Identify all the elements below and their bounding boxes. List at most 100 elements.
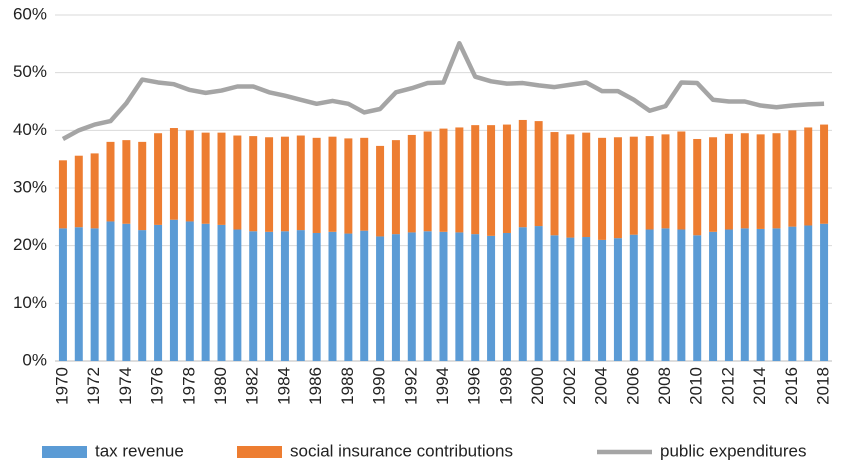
legend-label: social insurance contributions	[290, 441, 513, 460]
y-tick-label: 20%	[13, 235, 47, 254]
bar	[106, 221, 115, 361]
bar	[312, 232, 321, 361]
bar	[376, 236, 385, 361]
x-tick-label: 1976	[148, 367, 167, 405]
x-tick-label: 2018	[814, 367, 833, 405]
bar	[772, 228, 781, 361]
x-tick-label: 2010	[687, 367, 706, 405]
bar	[820, 223, 829, 361]
x-tick-label: 1980	[211, 367, 230, 405]
y-tick-label: 40%	[13, 120, 47, 139]
bar	[709, 137, 718, 232]
bar	[582, 132, 591, 238]
bar	[820, 124, 829, 224]
bar	[138, 230, 147, 361]
bar	[487, 235, 496, 361]
y-tick-label: 60%	[13, 4, 47, 23]
bar	[360, 137, 369, 231]
bar	[423, 131, 432, 232]
legend-swatch	[42, 446, 87, 458]
bar	[169, 128, 178, 220]
x-tick-label: 1988	[338, 367, 357, 405]
x-tick-label: 2004	[592, 367, 611, 405]
bar	[566, 134, 575, 238]
x-tick-label: 1986	[306, 367, 325, 405]
y-tick-label: 50%	[13, 62, 47, 81]
bar	[613, 137, 622, 239]
bar	[217, 224, 226, 361]
x-tick-label: 2006	[623, 367, 642, 405]
x-tick-label: 1970	[52, 367, 71, 405]
bar	[677, 229, 686, 361]
bar	[74, 155, 83, 228]
bar	[122, 140, 131, 224]
bar	[471, 234, 480, 361]
bar	[169, 219, 178, 361]
bar	[185, 221, 194, 361]
bar	[645, 136, 654, 230]
x-tick-label: 1972	[84, 367, 103, 405]
x-tick-label: 1974	[116, 367, 135, 405]
bar	[804, 127, 813, 226]
y-tick-label: 30%	[13, 177, 47, 196]
bar	[58, 228, 67, 361]
bar	[709, 231, 718, 361]
legend-swatch	[237, 446, 282, 458]
x-tick-label: 1996	[465, 367, 484, 405]
bar	[344, 233, 353, 361]
bar	[58, 160, 67, 229]
bar	[233, 135, 242, 230]
bar	[265, 137, 274, 232]
x-tick-label: 2000	[528, 367, 547, 405]
x-tick-label: 2002	[560, 367, 579, 405]
bar	[138, 141, 147, 231]
bar	[201, 132, 210, 224]
bar	[724, 133, 733, 230]
bar	[677, 131, 686, 230]
bar	[296, 230, 305, 361]
bar	[90, 228, 99, 361]
bar	[598, 239, 607, 361]
bar	[455, 127, 464, 233]
bar	[439, 128, 448, 232]
bar	[804, 225, 813, 361]
bar	[423, 231, 432, 361]
bar	[502, 124, 511, 233]
bar	[280, 136, 289, 232]
x-tick-label: 1998	[496, 367, 515, 405]
x-tick-label: 2012	[718, 367, 737, 405]
bar	[249, 231, 258, 361]
bar	[407, 232, 416, 361]
bar	[740, 133, 749, 229]
x-tick-label: 2016	[782, 367, 801, 405]
bar	[518, 227, 527, 361]
bar	[217, 132, 226, 225]
bar	[90, 153, 99, 229]
x-tick-label: 2008	[655, 367, 674, 405]
bar	[518, 119, 527, 228]
bar	[756, 134, 765, 229]
bar	[154, 224, 163, 361]
bar	[154, 133, 163, 225]
x-tick-label: 1978	[179, 367, 198, 405]
bar	[74, 227, 83, 361]
bar	[312, 137, 321, 233]
bar	[265, 231, 274, 361]
line	[61, 41, 825, 141]
bar	[360, 230, 369, 361]
bar	[598, 137, 607, 240]
bar	[344, 138, 353, 234]
bar	[376, 145, 385, 237]
bar	[249, 136, 258, 232]
x-tick-label: 1990	[370, 367, 389, 405]
bar	[407, 134, 416, 233]
bar	[534, 226, 543, 361]
bar	[645, 229, 654, 361]
legend-label: tax revenue	[95, 441, 184, 460]
bar	[629, 234, 638, 361]
y-tick-label: 10%	[13, 293, 47, 312]
bar	[613, 238, 622, 361]
bar	[471, 125, 480, 235]
bar	[233, 229, 242, 361]
